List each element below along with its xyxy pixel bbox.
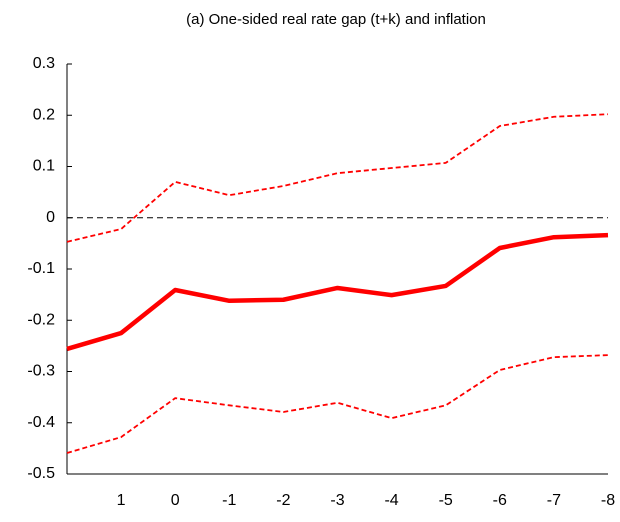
y-tick-label: 0.2 bbox=[33, 106, 55, 123]
x-tick-label: -4 bbox=[384, 492, 398, 509]
y-tick-label: 0.3 bbox=[33, 55, 55, 72]
x-tick-label: -1 bbox=[222, 492, 236, 509]
series-line bbox=[66, 113, 609, 243]
x-tick-label: -5 bbox=[439, 492, 453, 509]
y-tick-label: -0.1 bbox=[27, 260, 55, 277]
y-tick-label: 0.1 bbox=[33, 158, 55, 175]
x-tick-label: -6 bbox=[493, 492, 507, 509]
y-tick-label: -0.2 bbox=[27, 311, 55, 328]
x-tick-label: -8 bbox=[601, 492, 615, 509]
series-line bbox=[66, 354, 609, 454]
x-tick-label: 0 bbox=[171, 492, 180, 509]
x-tick-label: -3 bbox=[330, 492, 344, 509]
y-tick-label: -0.4 bbox=[27, 414, 55, 431]
y-tick-label: -0.3 bbox=[27, 363, 55, 380]
x-tick-label: -2 bbox=[276, 492, 290, 509]
y-tick-label: -0.5 bbox=[27, 465, 55, 482]
x-tick-label: 1 bbox=[117, 492, 126, 509]
x-tick-label: -7 bbox=[547, 492, 561, 509]
y-tick-label: 0 bbox=[46, 209, 55, 226]
chart-title: (a) One-sided real rate gap (t+k) and in… bbox=[186, 11, 486, 28]
series-line bbox=[66, 232, 609, 352]
